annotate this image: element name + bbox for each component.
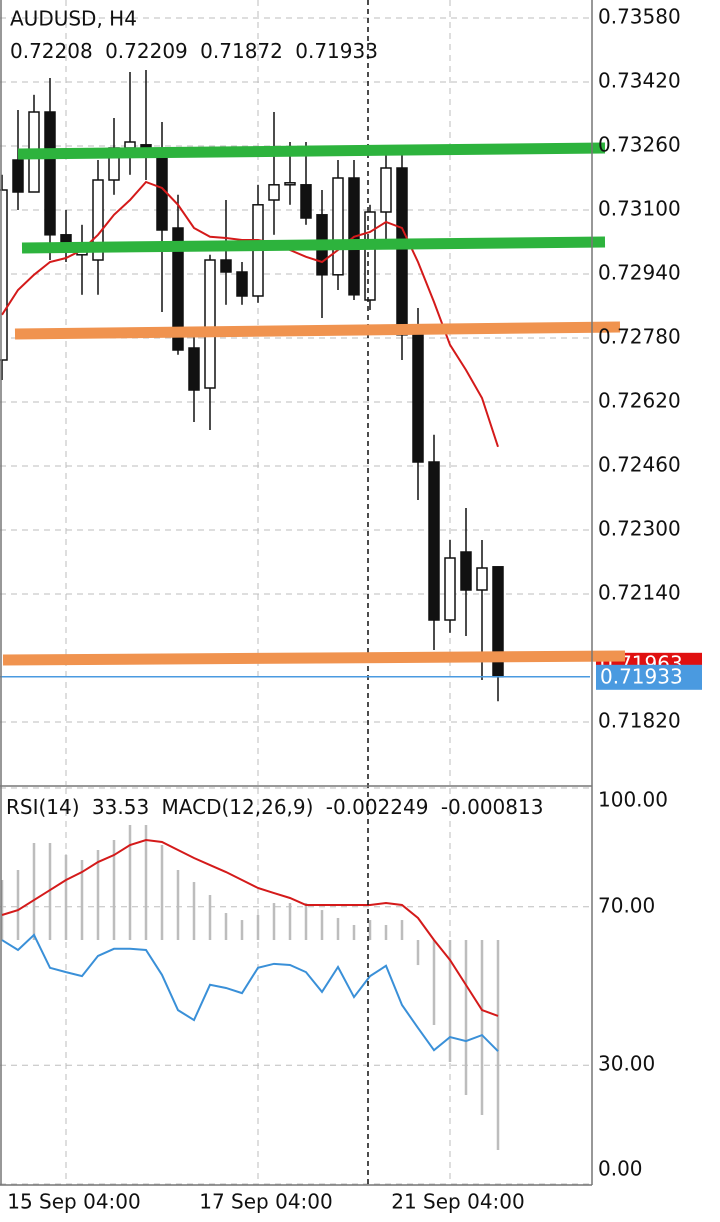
y-tick-label: 0.72620 [598, 389, 681, 413]
candle-body-up [444, 557, 456, 621]
y-tick-label: 0.73260 [598, 133, 681, 157]
bid-layer: 0.71933 [0, 664, 702, 690]
candle-body-up [476, 567, 488, 591]
x-tick-label: 21 Sep 04:00 [391, 1190, 525, 1214]
rsi-line [1, 933, 499, 1052]
rsi-name: RSI(14) [6, 795, 80, 819]
candle-body-up [268, 184, 280, 201]
y-tick-label: 0.73420 [598, 69, 681, 93]
candle-body-down [412, 334, 424, 463]
trend-line [17, 142, 606, 160]
y-tick-label: 0.72780 [598, 325, 681, 349]
y-tick-label: 0.72460 [598, 453, 681, 477]
signal-value: -0.000813 [441, 795, 544, 819]
candle-body-down [172, 227, 184, 351]
candle-body-up [124, 141, 136, 149]
macd-name: MACD(12,26,9) [162, 795, 314, 819]
high-value: 0.72209 [105, 39, 188, 63]
indicator-readout: RSI(14) 33.53 MACD(12,26,9) -0.002249 -0… [6, 795, 543, 819]
y-tick-label: 0.72140 [598, 581, 681, 605]
candle-body-down [460, 551, 472, 591]
candle-body-down [300, 184, 312, 219]
rsi-value: 33.53 [92, 795, 149, 819]
candle-body-up [0, 189, 8, 361]
open-value: 0.72208 [10, 39, 93, 63]
candle-body-down [12, 159, 24, 193]
signal-line [1, 838, 499, 1017]
bid-price-label: 0.71933 [600, 664, 683, 688]
y-tick-label: 0.71820 [598, 709, 681, 733]
y-tick-label: 0.73580 [598, 5, 681, 29]
candle-body-down [156, 149, 168, 231]
trend-line [21, 236, 606, 254]
x-tick-label: 17 Sep 04:00 [199, 1190, 333, 1214]
candle-body-up [92, 179, 104, 261]
marks-layer [0, 70, 504, 1151]
frame [0, 0, 593, 1186]
y-tick-label: 30.00 [598, 1052, 655, 1076]
trend-line [2, 650, 626, 666]
low-value: 0.71872 [200, 39, 283, 63]
bid-price-tag [596, 664, 702, 690]
symbol-title: AUDUSD, H4 [10, 7, 137, 31]
candle-body-up [380, 167, 392, 213]
candle-body-down [396, 167, 408, 336]
candle-body-up [284, 182, 296, 186]
candle-body-down [220, 259, 232, 273]
ohlc-readout: 0.72208 0.72209 0.71872 0.71933 [10, 39, 378, 63]
candle-body-down [188, 347, 200, 391]
candle-body-down [428, 461, 440, 621]
close-value: 0.71933 [295, 39, 378, 63]
candle-body-down [236, 271, 248, 297]
candle-body-up [204, 259, 216, 389]
drawings-layer [14, 0, 621, 1185]
candle-body-down [44, 111, 56, 236]
y-tick-label: 70.00 [598, 893, 655, 917]
y-tick-label: 0.72300 [598, 517, 681, 541]
y-tick-label: 0.73100 [598, 197, 681, 221]
candle-body-up [364, 211, 376, 301]
y-tick-label: 100.00 [598, 788, 668, 812]
candle-body-up [332, 177, 344, 276]
trend-line [14, 321, 621, 340]
y-tick-label: 0.00 [598, 1157, 643, 1181]
x-tick-label: 15 Sep 04:00 [7, 1190, 141, 1214]
macd-value: -0.002249 [326, 795, 429, 819]
y-tick-label: 0.72940 [598, 261, 681, 285]
